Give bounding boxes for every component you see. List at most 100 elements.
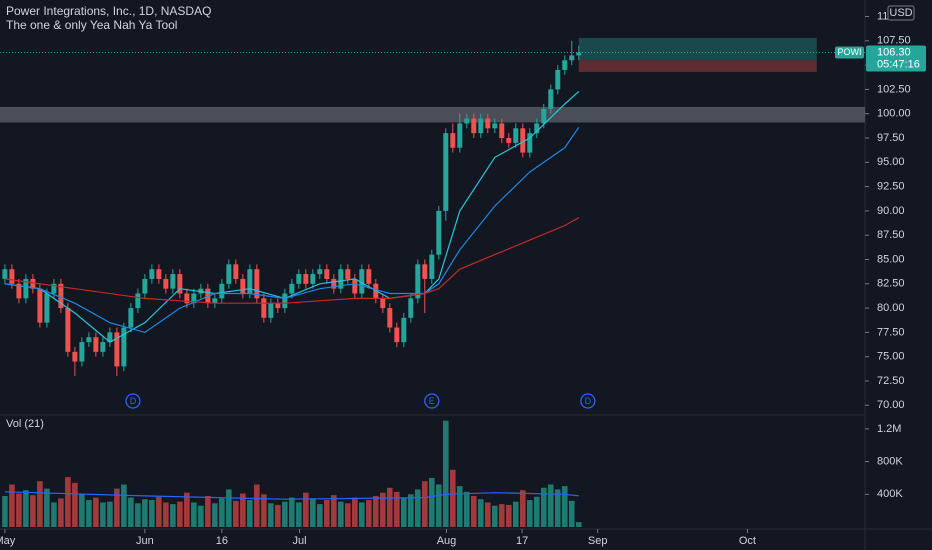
candle-body	[170, 274, 176, 289]
volume-bar	[65, 477, 71, 527]
y-tick-label: 85.00	[877, 253, 905, 265]
volume-bar	[9, 484, 15, 527]
candle-body	[51, 283, 57, 294]
volume-bar	[366, 500, 372, 527]
volume-bar	[233, 500, 239, 527]
volume-bar	[415, 489, 421, 527]
candle-body	[569, 55, 575, 61]
volume-bar	[149, 500, 155, 527]
candle-body	[226, 264, 232, 284]
candle-body	[30, 278, 36, 289]
y-tick-label: 75.00	[877, 351, 905, 363]
y-tick-label: 800K	[877, 456, 903, 468]
price-badge	[866, 45, 926, 72]
candle-body	[100, 342, 106, 352]
volume-bar	[212, 503, 218, 527]
candle-body	[471, 118, 477, 134]
zone	[0, 106, 865, 123]
candle-body	[492, 123, 498, 129]
candle-body	[338, 269, 344, 289]
x-tick-label: Aug	[437, 535, 457, 547]
candle-body	[121, 327, 127, 367]
candle-body	[401, 317, 407, 343]
plot: 70.00 72.50 75.00 77.50 80.00 82.50 85.00 87.50…	[0, 10, 926, 547]
candle-body	[212, 298, 218, 304]
x-tick-label: 17	[516, 535, 528, 547]
candle-body	[331, 278, 337, 289]
candle-body	[275, 303, 281, 309]
volume-bar	[72, 482, 78, 527]
currency-badge[interactable]	[887, 5, 915, 21]
volume-bar	[51, 502, 57, 527]
volume-bar	[387, 487, 393, 527]
volume-bar	[449, 469, 456, 527]
volume-bar	[296, 502, 302, 527]
volume-bar	[240, 493, 246, 527]
volume-bar	[44, 488, 50, 527]
y-tick-label: 70.00	[877, 399, 905, 411]
candle-body	[478, 118, 484, 134]
volume-bar	[401, 498, 407, 527]
volume-bar	[128, 497, 134, 527]
candle-body	[541, 108, 547, 124]
candle-body	[135, 293, 141, 309]
candle-body	[548, 89, 554, 109]
candle-body	[464, 118, 470, 124]
candle-body	[359, 269, 365, 294]
candle-body	[513, 128, 519, 143]
x-tick-label: May	[0, 535, 16, 547]
symbol-badge	[835, 46, 864, 59]
x-tick-label: Jul	[292, 535, 306, 547]
volume-bar	[310, 498, 316, 527]
currency: USD	[889, 7, 912, 19]
volume-bar	[435, 484, 442, 527]
symbol-label: POWI	[838, 47, 862, 57]
volume-bar	[575, 522, 582, 527]
volume-bar	[491, 505, 498, 527]
volume-bar	[2, 495, 8, 527]
candle-body	[268, 303, 274, 318]
volume-bar	[58, 498, 64, 527]
volume-bar	[512, 501, 519, 527]
volume-bar	[394, 491, 400, 527]
volume-bar	[324, 500, 330, 527]
volume-bar	[121, 484, 127, 527]
volume-bar	[184, 492, 190, 527]
volume-bar	[484, 502, 491, 527]
volume-bar	[247, 500, 253, 527]
volume-bar	[219, 498, 225, 527]
candle-body	[380, 298, 386, 309]
candle-body	[107, 332, 113, 343]
volume-bar	[254, 484, 260, 527]
event-label: E	[429, 396, 435, 406]
zone	[578, 37, 817, 61]
volume-average	[4, 491, 579, 500]
y-tick-label: 77.50	[877, 326, 905, 338]
volume-bar	[561, 486, 568, 527]
candle-body	[128, 308, 134, 328]
y-tick-label: 107.50	[877, 35, 911, 47]
candle-body	[387, 308, 393, 328]
volume-bar	[100, 502, 106, 527]
volume-bar	[408, 494, 414, 527]
candle-body	[72, 351, 78, 362]
event-label: D	[585, 396, 592, 406]
candle-body	[520, 128, 526, 153]
candle-body	[527, 133, 533, 153]
event-label: D	[130, 396, 137, 406]
y-tick-label: 82.50	[877, 278, 905, 290]
candle-body	[310, 274, 316, 284]
volume-bar	[289, 497, 295, 527]
candle-body	[443, 133, 449, 211]
volume-bar	[498, 504, 505, 527]
candle-body	[191, 293, 197, 304]
candle-body	[114, 332, 120, 367]
candle-body	[555, 69, 561, 90]
candle-body	[429, 254, 435, 279]
candle-body	[562, 60, 568, 70]
volume-bar	[373, 495, 379, 527]
y-tick-label: 1.2M	[877, 423, 901, 435]
candle-body	[282, 293, 288, 309]
